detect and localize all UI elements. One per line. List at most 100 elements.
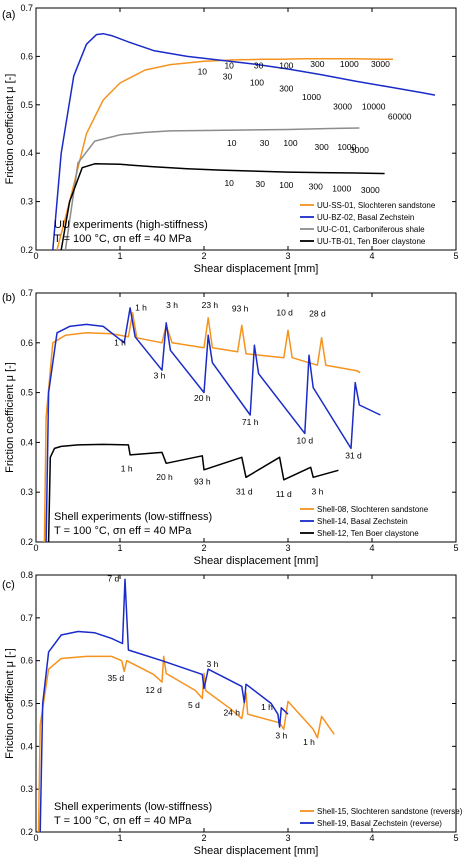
y-tick-label: 0.4 bbox=[20, 437, 33, 447]
legend-entry: Shell-15, Slochteren sandstone (reverse) bbox=[317, 807, 463, 816]
annotation-label: 11 d bbox=[276, 489, 292, 499]
series-line-2 bbox=[64, 127, 360, 250]
annotation-label: 3 h bbox=[166, 300, 178, 310]
annotation-label: 20 h bbox=[156, 472, 173, 482]
annotation-label: 31 d bbox=[236, 487, 253, 497]
series-line-1 bbox=[39, 578, 289, 832]
series-line-2 bbox=[47, 443, 339, 542]
y-tick-label: 0.7 bbox=[20, 288, 33, 298]
annotation-label: 3 h bbox=[154, 371, 166, 381]
y-tick-label: 0.4 bbox=[20, 741, 33, 751]
x-tick-label: 2 bbox=[201, 251, 206, 261]
x-tick-label: 3 bbox=[285, 543, 290, 553]
annotation-label: 24 h bbox=[223, 707, 240, 717]
y-tick-label: 0.5 bbox=[20, 699, 33, 709]
x-tick-label: 0 bbox=[33, 833, 38, 843]
annotation-label: 3000 bbox=[371, 59, 390, 69]
x-tick-label: 1 bbox=[117, 251, 122, 261]
y-tick-label: 0.7 bbox=[20, 613, 33, 623]
y-tick-label: 0.2 bbox=[20, 827, 33, 837]
x-tick-label: 3 bbox=[285, 833, 290, 843]
annotation-label: 3000 bbox=[361, 185, 380, 195]
annotation-label: 31 d bbox=[345, 450, 362, 460]
legend-entry: UU-SS-01, Slochteren sandstone bbox=[317, 201, 436, 210]
annotation-label: 3 h bbox=[206, 659, 218, 669]
annotation-label: 10 d bbox=[297, 435, 314, 445]
annotation-label: 1000 bbox=[302, 92, 321, 102]
annotation-label: 30 bbox=[256, 179, 266, 189]
series-line-3 bbox=[60, 163, 385, 250]
x-axis-title: Shear displacement [mm] bbox=[194, 555, 319, 567]
y-axis-title: Friction coefficient μ [-] bbox=[4, 648, 16, 759]
x-tick-label: 1 bbox=[117, 543, 122, 553]
annotation-label: 3000 bbox=[333, 102, 352, 112]
series-line-0 bbox=[43, 312, 361, 542]
x-tick-label: 3 bbox=[285, 251, 290, 261]
annotation-label: 1000 bbox=[332, 183, 351, 193]
y-tick-label: 0.5 bbox=[20, 388, 33, 398]
annotation-label: 7 d bbox=[107, 573, 119, 583]
panel-conditions: T = 100 °C, σn eff = 40 MPa bbox=[54, 815, 192, 827]
annotation-label: 10000 bbox=[362, 102, 386, 112]
annotation-label: 71 h bbox=[242, 417, 259, 427]
panel-description: UU experiments (high-stiffness) bbox=[54, 219, 208, 231]
x-tick-label: 4 bbox=[369, 833, 374, 843]
annotation-label: 30 bbox=[223, 72, 233, 82]
y-tick-label: 0.6 bbox=[20, 656, 33, 666]
annotation-label: 10 bbox=[224, 178, 234, 188]
x-axis-title: Shear displacement [mm] bbox=[194, 845, 319, 857]
annotation-label: 23 h bbox=[202, 300, 219, 310]
y-tick-label: 0.3 bbox=[20, 487, 33, 497]
legend-entry: UU-TB-01, Ten Boer claystone bbox=[317, 237, 426, 246]
annotation-label: 3 h bbox=[275, 731, 287, 741]
plot-frame bbox=[35, 574, 457, 833]
x-tick-label: 4 bbox=[369, 543, 374, 553]
annotation-label: 93 h bbox=[232, 303, 249, 313]
y-tick-label: 0.2 bbox=[20, 537, 33, 547]
annotation-label: 300 bbox=[309, 182, 323, 192]
y-tick-label: 0.8 bbox=[20, 570, 33, 580]
annotation-label: 10 d bbox=[276, 307, 293, 317]
y-tick-label: 0.5 bbox=[20, 100, 33, 110]
x-tick-label: 4 bbox=[369, 251, 374, 261]
annotation-label: 1 h bbox=[303, 737, 315, 747]
chart-panel-1: (b) 0 1 2 3 4 5 0.2 0.3 0.4 0.5 0.6 0.7 Shear displac… bbox=[2, 288, 459, 567]
legend-entry: Shell-19, Basal Zechstein (reverse) bbox=[317, 819, 442, 828]
plot-frame bbox=[35, 7, 457, 251]
legend-entry: UU-C-01, Carboniferous shale bbox=[317, 225, 425, 234]
annotation-label: 300 bbox=[315, 142, 329, 152]
annotation-label: 300 bbox=[310, 59, 324, 69]
y-axis-title: Friction coefficient μ [-] bbox=[4, 74, 16, 185]
panel-description: Shell experiments (low-stiffness) bbox=[54, 511, 212, 523]
annotation-label: 10 bbox=[227, 138, 237, 148]
annotation-label: 3 h bbox=[311, 487, 323, 497]
annotation-label: 35 d bbox=[108, 673, 125, 683]
annotation-label: 300 bbox=[279, 84, 293, 94]
annotation-label: 12 d bbox=[145, 685, 162, 695]
x-tick-label: 0 bbox=[33, 543, 38, 553]
annotation-label: 1 h bbox=[121, 463, 133, 473]
annotation-label: 30 bbox=[260, 138, 270, 148]
annotation-label: 1 h bbox=[261, 702, 273, 712]
y-tick-label: 0.6 bbox=[20, 338, 33, 348]
x-tick-label: 2 bbox=[201, 833, 206, 843]
series-line-1 bbox=[45, 307, 381, 542]
y-tick-label: 0.2 bbox=[20, 245, 33, 255]
x-tick-label: 5 bbox=[453, 833, 458, 843]
y-tick-label: 0.3 bbox=[20, 784, 33, 794]
legend-entry: Shell-14, Basal Zechstein bbox=[317, 517, 408, 526]
panel-description: Shell experiments (low-stiffness) bbox=[54, 801, 212, 813]
series-line-0 bbox=[37, 655, 335, 832]
annotation-label: 93 h bbox=[194, 477, 211, 487]
panel-letter: (c) bbox=[2, 579, 15, 591]
annotation-label: 1 h bbox=[135, 302, 147, 312]
annotation-label: 5 d bbox=[188, 700, 200, 710]
annotation-label: 30 bbox=[254, 61, 264, 71]
annotation-label: 100 bbox=[283, 138, 297, 148]
annotation-label: 1000 bbox=[337, 142, 356, 152]
y-tick-label: 0.7 bbox=[20, 3, 33, 13]
annotation-label: 100 bbox=[279, 180, 293, 190]
x-tick-label: 0 bbox=[33, 251, 38, 261]
x-tick-label: 1 bbox=[117, 833, 122, 843]
